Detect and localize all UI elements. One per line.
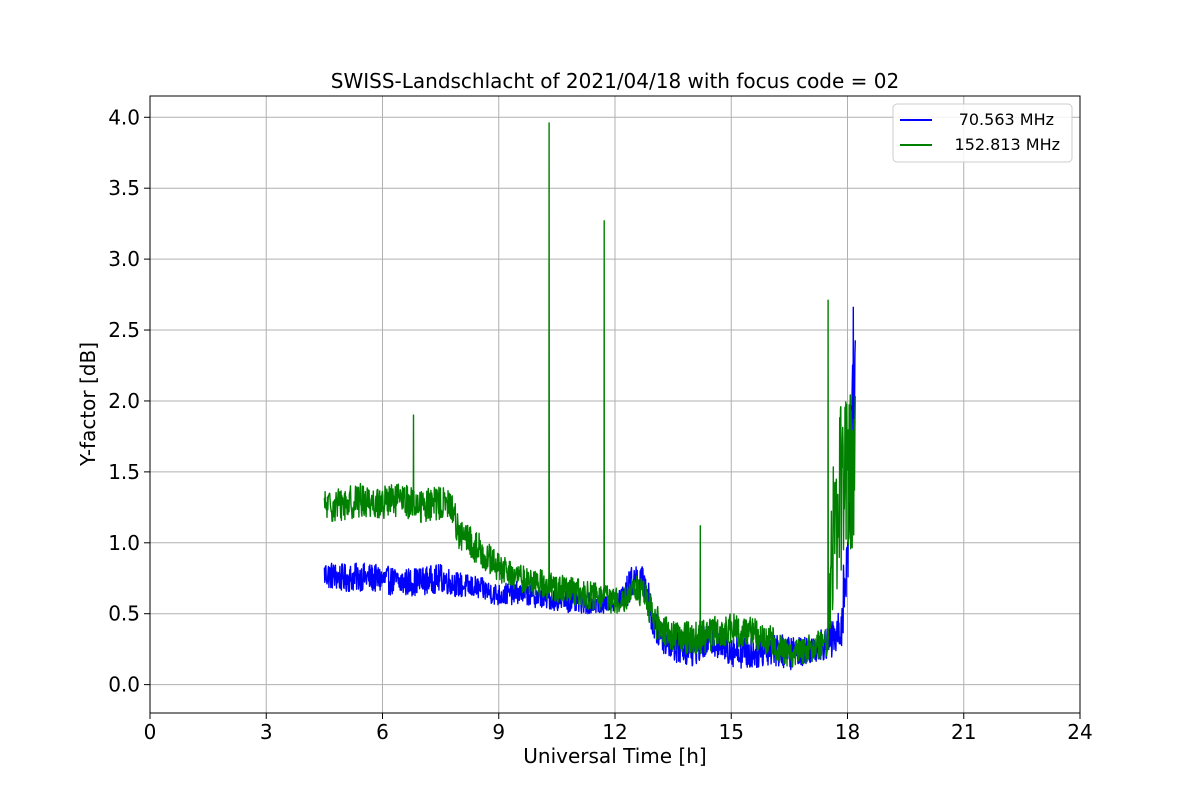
legend-box bbox=[892, 103, 1073, 163]
x-axis-label: Universal Time [h] bbox=[523, 744, 706, 768]
legend-label-70-mhz: 70.563 MHz bbox=[959, 110, 1054, 129]
x-tick-label: 0 bbox=[144, 720, 157, 744]
legend-label-152-mhz: 152.813 MHz bbox=[955, 135, 1060, 154]
x-tick-label: 18 bbox=[835, 720, 860, 744]
x-tick-label: 9 bbox=[492, 720, 505, 744]
y-tick-label: 2.5 bbox=[108, 318, 140, 342]
y-tick-label: 2.0 bbox=[108, 389, 140, 413]
chart-title: SWISS-Landschlacht of 2021/04/18 with fo… bbox=[331, 69, 899, 93]
series-line-152-813-mhz bbox=[323, 122, 856, 668]
ticks: 0 3 6 9 12 15 18 21 24 0.0 0.5 1.0 1.5 2.0 2.5 3.0 3.5 4.… bbox=[108, 105, 1093, 744]
y-tick-label: 1.0 bbox=[108, 531, 140, 555]
y-tick-label: 0.0 bbox=[108, 673, 140, 697]
y-axis-label: Y-factor [dB] bbox=[76, 342, 100, 467]
x-tick-label: 15 bbox=[719, 720, 744, 744]
series-layer bbox=[323, 122, 856, 671]
y-tick-label: 3.0 bbox=[108, 247, 140, 271]
y-tick-label: 3.5 bbox=[108, 176, 140, 200]
x-tick-label: 3 bbox=[260, 720, 273, 744]
x-tick-label: 6 bbox=[376, 720, 389, 744]
y-tick-label: 4.0 bbox=[108, 105, 140, 129]
y-tick-label: 0.5 bbox=[108, 602, 140, 626]
y-tick-label: 1.5 bbox=[108, 460, 140, 484]
x-tick-label: 12 bbox=[602, 720, 627, 744]
legend: 70.563 MHz 152.813 MHz bbox=[892, 103, 1073, 163]
x-tick-label: 21 bbox=[951, 720, 976, 744]
x-tick-label: 24 bbox=[1067, 720, 1092, 744]
